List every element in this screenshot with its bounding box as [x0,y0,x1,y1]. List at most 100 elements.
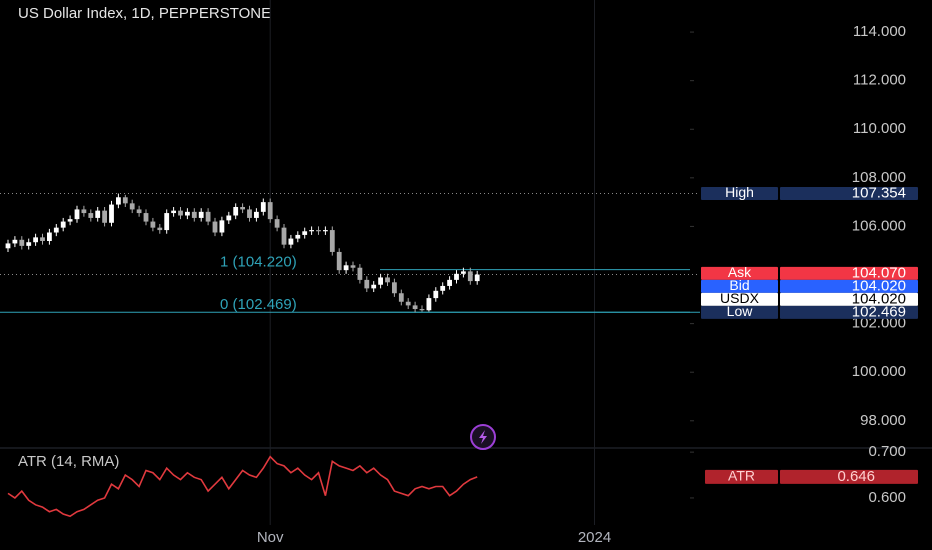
candle-body [343,265,349,271]
candle-body [433,290,439,299]
candle-body [426,298,432,311]
candle-body [212,221,218,233]
candle-body [136,209,142,214]
candle-body [240,206,245,210]
tag-value-box [780,469,918,484]
candle-body [467,271,473,282]
candle-body [267,202,273,220]
atr-line [7,455,478,518]
candle-body [461,271,466,274]
y-tick-label: 102.000 [852,315,906,332]
lightning-icon[interactable] [470,424,496,450]
candle-body [302,231,308,235]
chart-title: US Dollar Index, 1D, PEPPERSTONE [18,5,271,22]
candle-body [350,265,356,268]
candle-body [309,230,314,232]
candle-body [336,251,342,271]
tag-value: 104.020 [852,290,906,307]
candle-body [198,211,204,218]
tag-value: 104.070 [852,264,906,281]
candle-body [26,242,32,246]
fib-label: 0 (102.469) [220,296,297,313]
candle-body [385,277,390,283]
y-tick-label: 106.000 [852,217,906,234]
candle-body [116,197,121,205]
candle-body [419,309,425,311]
candle-body [157,227,163,231]
tag-name-box [701,305,778,319]
icon-bolt [479,430,487,444]
candle-body [60,221,66,228]
candle-body [254,211,259,218]
candle-body [454,273,459,280]
y-tick-label: 100.000 [852,363,906,380]
x-tick-label: 2024 [578,529,611,546]
tag-name: Ask [728,264,752,280]
candle-body [378,277,383,285]
candle-body [233,206,239,216]
indicator-title: ATR (14, RMA) [18,453,119,470]
candle-body [67,219,73,222]
y-tick-label: 112.000 [853,72,906,89]
tag-name-box [701,266,778,280]
candle-body [260,202,266,212]
candle-body [185,211,190,216]
candle-body [447,279,452,286]
candle-body [102,210,107,223]
candle-body [19,239,25,246]
candle-body [405,301,411,306]
candle-body [316,230,321,232]
tag-name-box [701,292,778,306]
candle-body [205,211,211,222]
candle-body [191,211,197,218]
candle-body [129,203,135,210]
tag-name-box [701,187,778,201]
tag-value-box [780,266,918,280]
candle-body [398,293,404,302]
candle-body [295,234,301,239]
candle-body [88,213,94,218]
candle-body [274,219,280,228]
candle-body [357,267,363,280]
candle-body [178,210,183,216]
x-tick-label: Nov [257,529,284,546]
tag-value: 0.646 [837,468,875,485]
tag-value-box [780,187,918,201]
candle-body [288,238,294,245]
y-tick-label: 108.000 [852,169,906,186]
candle-body [323,230,328,232]
candle-body [53,227,59,233]
tag-name-box [705,469,778,484]
candle-body [219,220,225,233]
candle-body [171,210,176,214]
candle-body [47,232,52,242]
y-tick-label: 0.700 [868,443,906,460]
tag-value: 102.469 [852,303,906,320]
tag-name: Low [727,303,754,319]
candle-body [364,279,370,289]
candle-body [40,237,45,242]
y-tick-label: 114.000 [853,23,906,40]
fib-label: 1 (104.220) [220,254,297,271]
tag-value-box [780,305,918,319]
tag-value-box [780,292,918,306]
tag-name: Bid [729,277,749,293]
candle-body [33,237,38,243]
y-tick-label: 0.600 [868,489,906,506]
candle-body [95,210,101,218]
tag-name: High [725,184,754,200]
candle-body [226,215,232,221]
candle-body [329,230,335,252]
candle-body [474,274,480,282]
candle-body [164,213,170,231]
candle-body [281,227,287,245]
candle-body [122,197,128,204]
candle-body [371,284,377,289]
candle-body [74,209,80,220]
tag-name: USDX [720,290,760,306]
tag-value: 104.020 [852,277,906,294]
y-tick-label: 110.000 [853,120,906,137]
candle-body [81,209,87,214]
candle-body [143,213,149,222]
